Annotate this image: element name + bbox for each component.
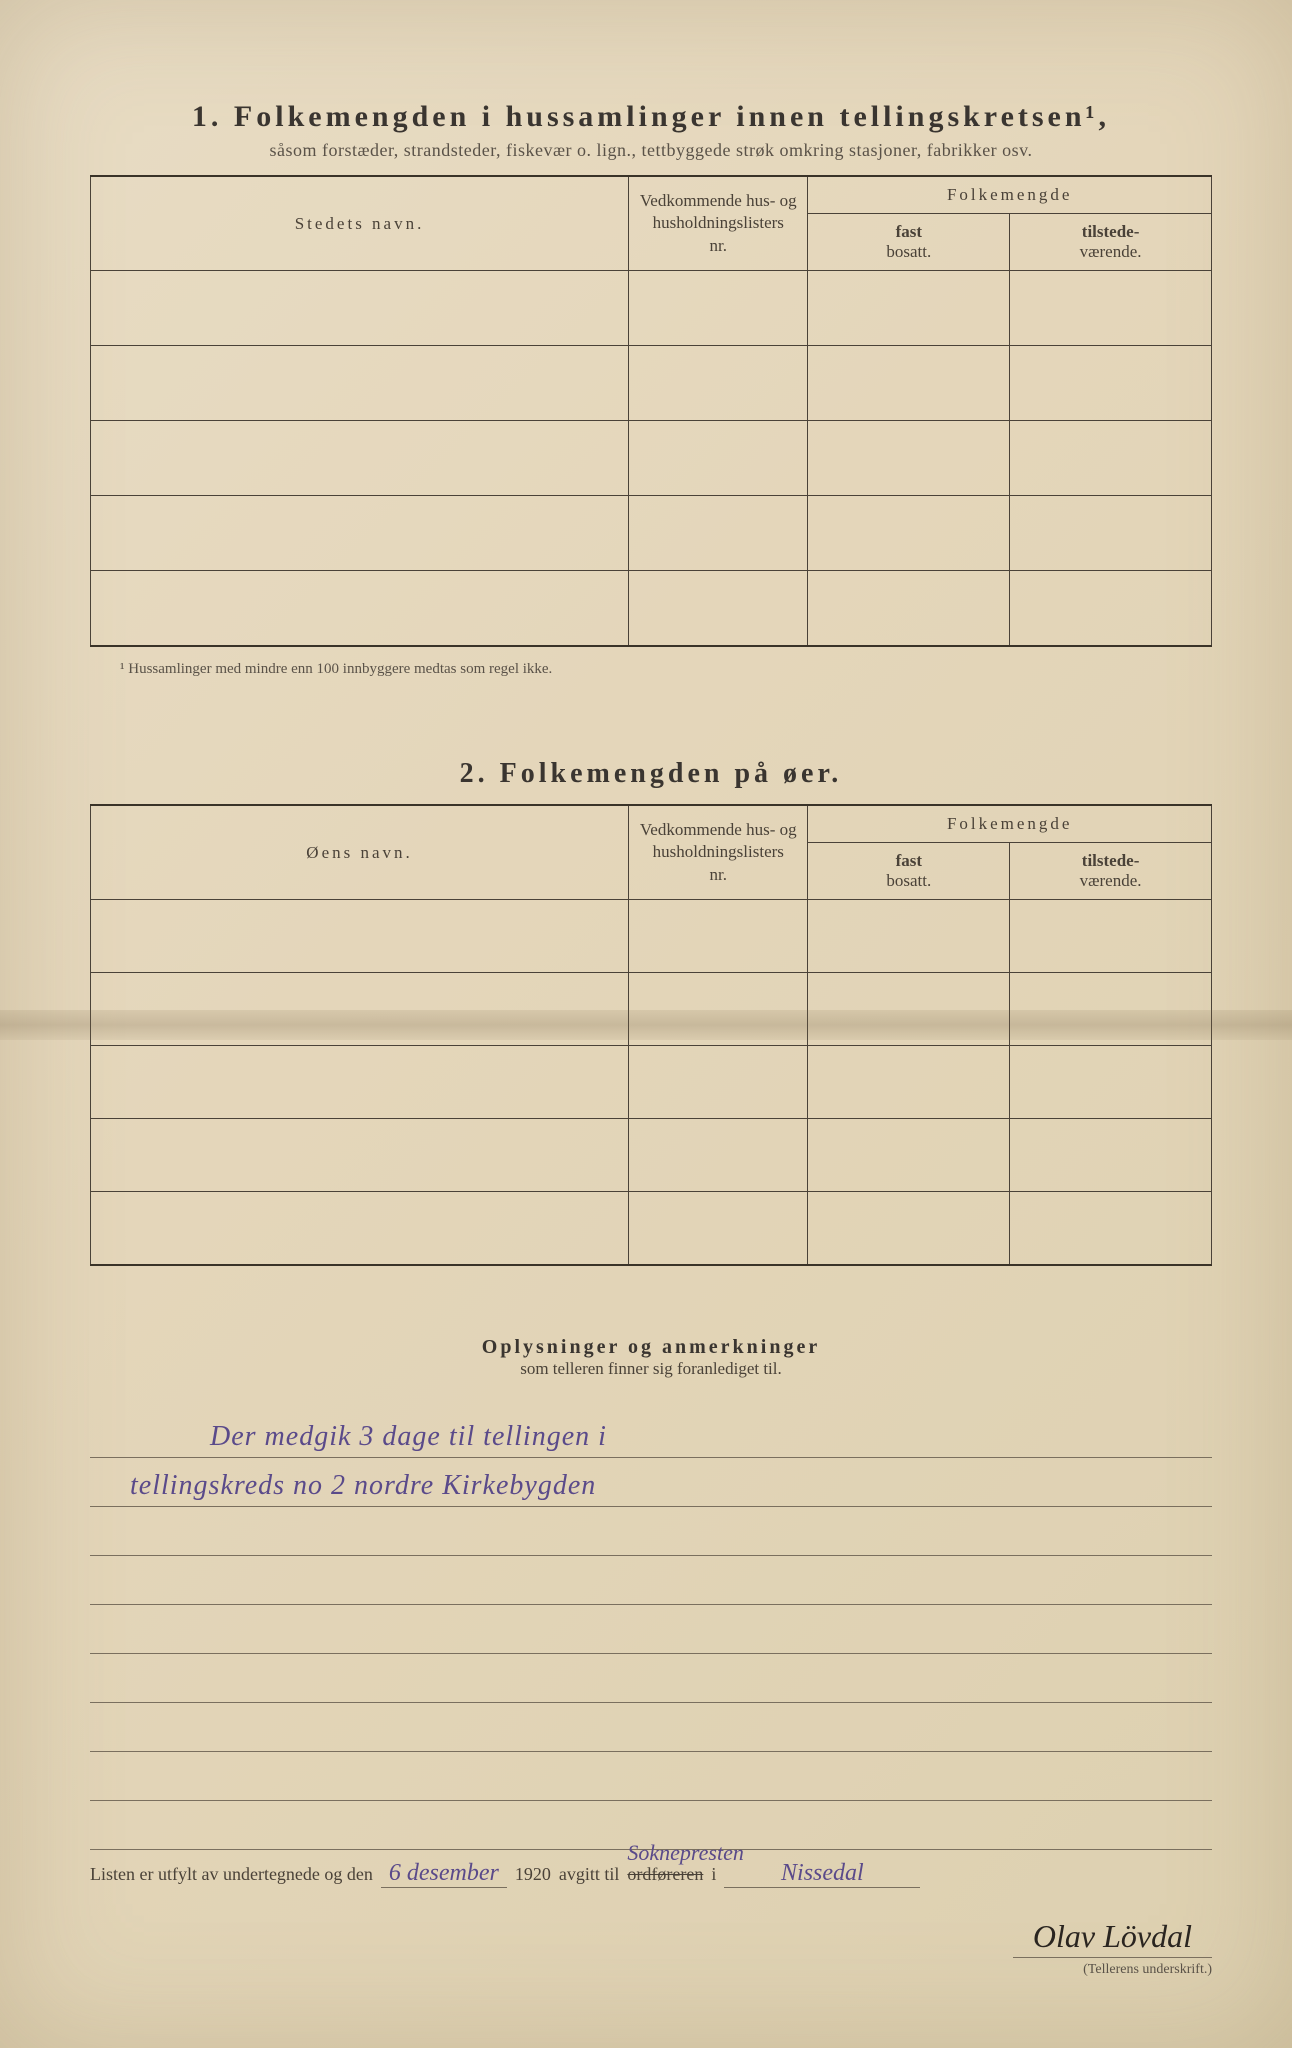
- footer-recipient: Soknepresten ordføreren: [627, 1864, 703, 1885]
- col-nr-line3: nr.: [710, 236, 727, 255]
- col-tilstede: tilstede- værende.: [1010, 214, 1212, 271]
- remark-line: [90, 1703, 1212, 1752]
- section1-title: 1. Folkemengden i hussamlinger innen tel…: [90, 100, 1212, 134]
- table-row: [91, 1192, 1212, 1266]
- col2-nr-line2: husholdningslisters: [653, 842, 784, 861]
- section1-subtitle: såsom forstæder, strandsteder, fiskevær …: [90, 140, 1212, 161]
- col2-nr-line1: Vedkommende hus- og: [640, 820, 797, 839]
- census-form-page: 1. Folkemengden i hussamlinger innen tel…: [0, 0, 1292, 2048]
- col-stedets-navn: Stedets navn.: [91, 176, 629, 271]
- table-row: [91, 421, 1212, 496]
- remark-line: [90, 1507, 1212, 1556]
- footer-text3: i: [711, 1864, 716, 1885]
- remarks-title: Oplysninger og anmerkninger: [90, 1336, 1212, 1359]
- signature-label: (Tellerens underskrift.): [90, 1962, 1212, 1978]
- col-nr-line1: Vedkommende hus- og: [640, 191, 797, 210]
- footnote: ¹ Hussamlinger med mindre enn 100 innbyg…: [120, 661, 1212, 678]
- table1: Stedets navn. Vedkommende hus- og hushol…: [90, 175, 1212, 647]
- remark-line: Der medgik 3 dage til tellingen i: [90, 1409, 1212, 1458]
- footer-text1: Listen er utfylt av undertegnede og den: [90, 1864, 373, 1885]
- table2: Øens navn. Vedkommende hus- og husholdni…: [90, 804, 1212, 1266]
- section2-number: 2.: [460, 758, 489, 789]
- remark-line: [90, 1556, 1212, 1605]
- footer-text2: avgitt til: [559, 1864, 620, 1885]
- remarks-subtitle: som telleren finner sig foranlediget til…: [90, 1359, 1212, 1379]
- col-fast-bosatt-2: fast bosatt.: [808, 843, 1010, 900]
- col-folkemengde-2: Folkemengde: [808, 805, 1212, 843]
- col2-fast-l1: fast: [896, 851, 922, 870]
- col-folkemengde: Folkemengde: [808, 176, 1212, 214]
- col-huslister-nr: Vedkommende hus- og husholdningslisters …: [629, 176, 808, 271]
- footer-place: Nissedal: [724, 1860, 920, 1888]
- footer-date: 6 desember: [381, 1860, 507, 1888]
- col-oens-navn: Øens navn.: [91, 805, 629, 900]
- footer: Listen er utfylt av undertegnede og den …: [90, 1860, 1212, 1978]
- footer-statement: Listen er utfylt av undertegnede og den …: [90, 1860, 1212, 1888]
- table2-header-row1: Øens navn. Vedkommende hus- og husholdni…: [91, 805, 1212, 843]
- footer-strike: ordføreren: [627, 1864, 703, 1884]
- remark-line: tellingskreds no 2 nordre Kirkebygden: [90, 1458, 1212, 1507]
- col-tilstede-2: tilstede- værende.: [1010, 843, 1212, 900]
- col-nr-line2: husholdningslisters: [653, 213, 784, 232]
- table-row: [91, 346, 1212, 421]
- footer-year: 1920: [515, 1864, 551, 1885]
- section2-title: 2. Folkemengden på øer.: [90, 758, 1212, 790]
- col2-tilst-l2: værende.: [1080, 871, 1142, 890]
- section1-number: 1.: [192, 100, 223, 133]
- col-fast-l2: bosatt.: [886, 242, 931, 261]
- table-row: [91, 271, 1212, 346]
- table-row: [91, 973, 1212, 1046]
- footer-above: Soknepresten: [627, 1840, 743, 1866]
- table-row: [91, 1119, 1212, 1192]
- remark-line: [90, 1605, 1212, 1654]
- remarks-lines: Der medgik 3 dage til tellingen i tellin…: [90, 1409, 1212, 1850]
- handwriting-line2: tellingskreds no 2 nordre Kirkebygden: [130, 1470, 596, 1502]
- col-tilst-l1: tilstede-: [1082, 222, 1140, 241]
- table1-header-row1: Stedets navn. Vedkommende hus- og hushol…: [91, 176, 1212, 214]
- col-tilst-l2: værende.: [1080, 242, 1142, 261]
- col2-nr-line3: nr.: [710, 865, 727, 884]
- table-row: [91, 1046, 1212, 1119]
- section2-title-text: Folkemengden på øer.: [500, 758, 843, 789]
- col-huslister-nr-2: Vedkommende hus- og husholdningslisters …: [629, 805, 808, 900]
- table-row: [91, 571, 1212, 647]
- signature-block: Olav Lövdal (Tellerens underskrift.): [90, 1918, 1212, 1978]
- handwriting-line1: Der medgik 3 dage til tellingen i: [210, 1421, 607, 1453]
- section1-title-text: Folkemengden i hussamlinger innen tellin…: [234, 100, 1110, 133]
- col-fast-l1: fast: [896, 222, 922, 241]
- col-fast-bosatt: fast bosatt.: [808, 214, 1010, 271]
- col2-fast-l2: bosatt.: [886, 871, 931, 890]
- col2-tilst-l1: tilstede-: [1082, 851, 1140, 870]
- signature: Olav Lövdal: [1013, 1918, 1212, 1958]
- remark-line: [90, 1752, 1212, 1801]
- table-row: [91, 496, 1212, 571]
- remark-line: [90, 1654, 1212, 1703]
- table-row: [91, 900, 1212, 973]
